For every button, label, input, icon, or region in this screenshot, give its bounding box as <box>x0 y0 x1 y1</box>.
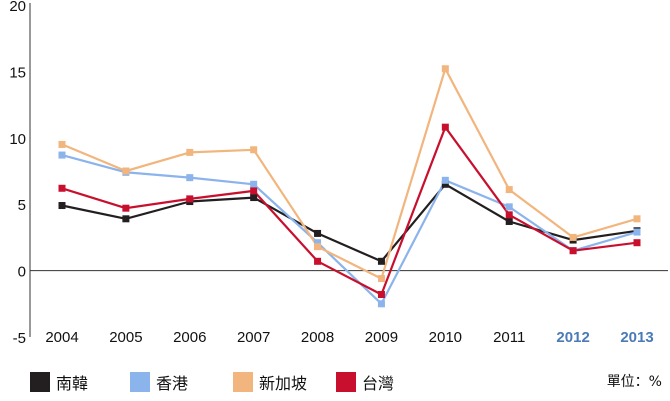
series-line <box>61 154 638 305</box>
data-point <box>505 203 513 211</box>
data-point <box>250 194 258 202</box>
data-point <box>377 275 385 283</box>
data-point <box>186 195 194 203</box>
data-point <box>314 229 322 237</box>
legend-swatch-korea <box>30 372 50 392</box>
legend-label-korea: 南韓 <box>56 374 89 393</box>
data-point <box>441 180 449 188</box>
unit-label: 單位：% <box>606 374 662 390</box>
legend-label-singapore: 新加坡 <box>259 374 308 393</box>
data-point <box>633 228 641 236</box>
x-tick-label: 2013 <box>620 329 653 346</box>
y-tick-label: 20 <box>9 0 26 15</box>
x-tick-labels: 2004 2005 2006 2007 2008 2009 2010 2011 2012 2013 <box>45 329 653 346</box>
data-point <box>505 186 513 194</box>
legend-item-taiwan: 台灣 <box>336 370 394 394</box>
data-point <box>250 180 258 188</box>
data-point <box>122 204 130 212</box>
data-point <box>505 217 513 225</box>
data-point <box>58 151 66 159</box>
data-point <box>58 140 66 148</box>
data-point <box>441 123 449 131</box>
legend-item-hongkong: 香港 <box>130 370 188 394</box>
data-point <box>633 215 641 223</box>
legend-swatch-taiwan <box>336 372 356 392</box>
legend-swatch-singapore <box>233 372 253 392</box>
data-point <box>377 291 385 299</box>
data-point <box>122 215 130 223</box>
data-point <box>58 184 66 192</box>
data-point <box>314 243 322 251</box>
data-point <box>569 247 577 255</box>
y-tick-labels: -5 0 5 10 15 20 <box>9 0 26 347</box>
series-line <box>61 126 638 296</box>
x-tick-label: 2012 <box>556 329 589 346</box>
x-tick-label: 2008 <box>301 329 334 346</box>
series-line <box>61 183 638 263</box>
y-tick-label: 15 <box>9 64 26 81</box>
data-point <box>122 167 130 175</box>
legend-item-korea: 南韓 <box>30 370 88 394</box>
x-tick-label: 2011 <box>493 329 525 346</box>
legend-item-singapore: 新加坡 <box>233 370 307 394</box>
data-point <box>186 174 194 182</box>
x-tick-label: 2007 <box>237 329 270 346</box>
x-tick-label: 2009 <box>365 329 398 346</box>
data-point <box>505 211 513 219</box>
series-line <box>61 67 638 280</box>
data-point <box>58 202 66 210</box>
x-tick-label: 2005 <box>109 329 142 346</box>
data-point <box>250 146 258 154</box>
y-tick-label: -5 <box>13 330 26 347</box>
data-point <box>186 148 194 156</box>
y-tick-label: 10 <box>9 131 26 148</box>
axes <box>29 3 668 337</box>
legend-label-taiwan: 台灣 <box>362 374 395 393</box>
data-point <box>569 233 577 241</box>
legend: 南韓 香港 新加坡 台灣 <box>30 370 590 394</box>
data-point <box>377 257 385 265</box>
data-point <box>314 239 322 247</box>
data-point <box>441 65 449 73</box>
series-lines <box>61 67 638 305</box>
x-tick-label: 2004 <box>45 329 78 346</box>
series-points <box>58 65 641 308</box>
legend-swatch-hongkong <box>130 372 150 392</box>
legend-label-hongkong: 香港 <box>156 374 189 393</box>
data-point <box>377 300 385 308</box>
y-tick-label: 5 <box>18 197 26 214</box>
y-tick-label: 0 <box>18 264 26 281</box>
data-point <box>250 187 258 195</box>
data-point <box>441 176 449 184</box>
data-point <box>633 239 641 247</box>
x-tick-label: 2006 <box>173 329 206 346</box>
x-tick-label: 2010 <box>429 329 462 346</box>
data-point <box>314 257 322 265</box>
